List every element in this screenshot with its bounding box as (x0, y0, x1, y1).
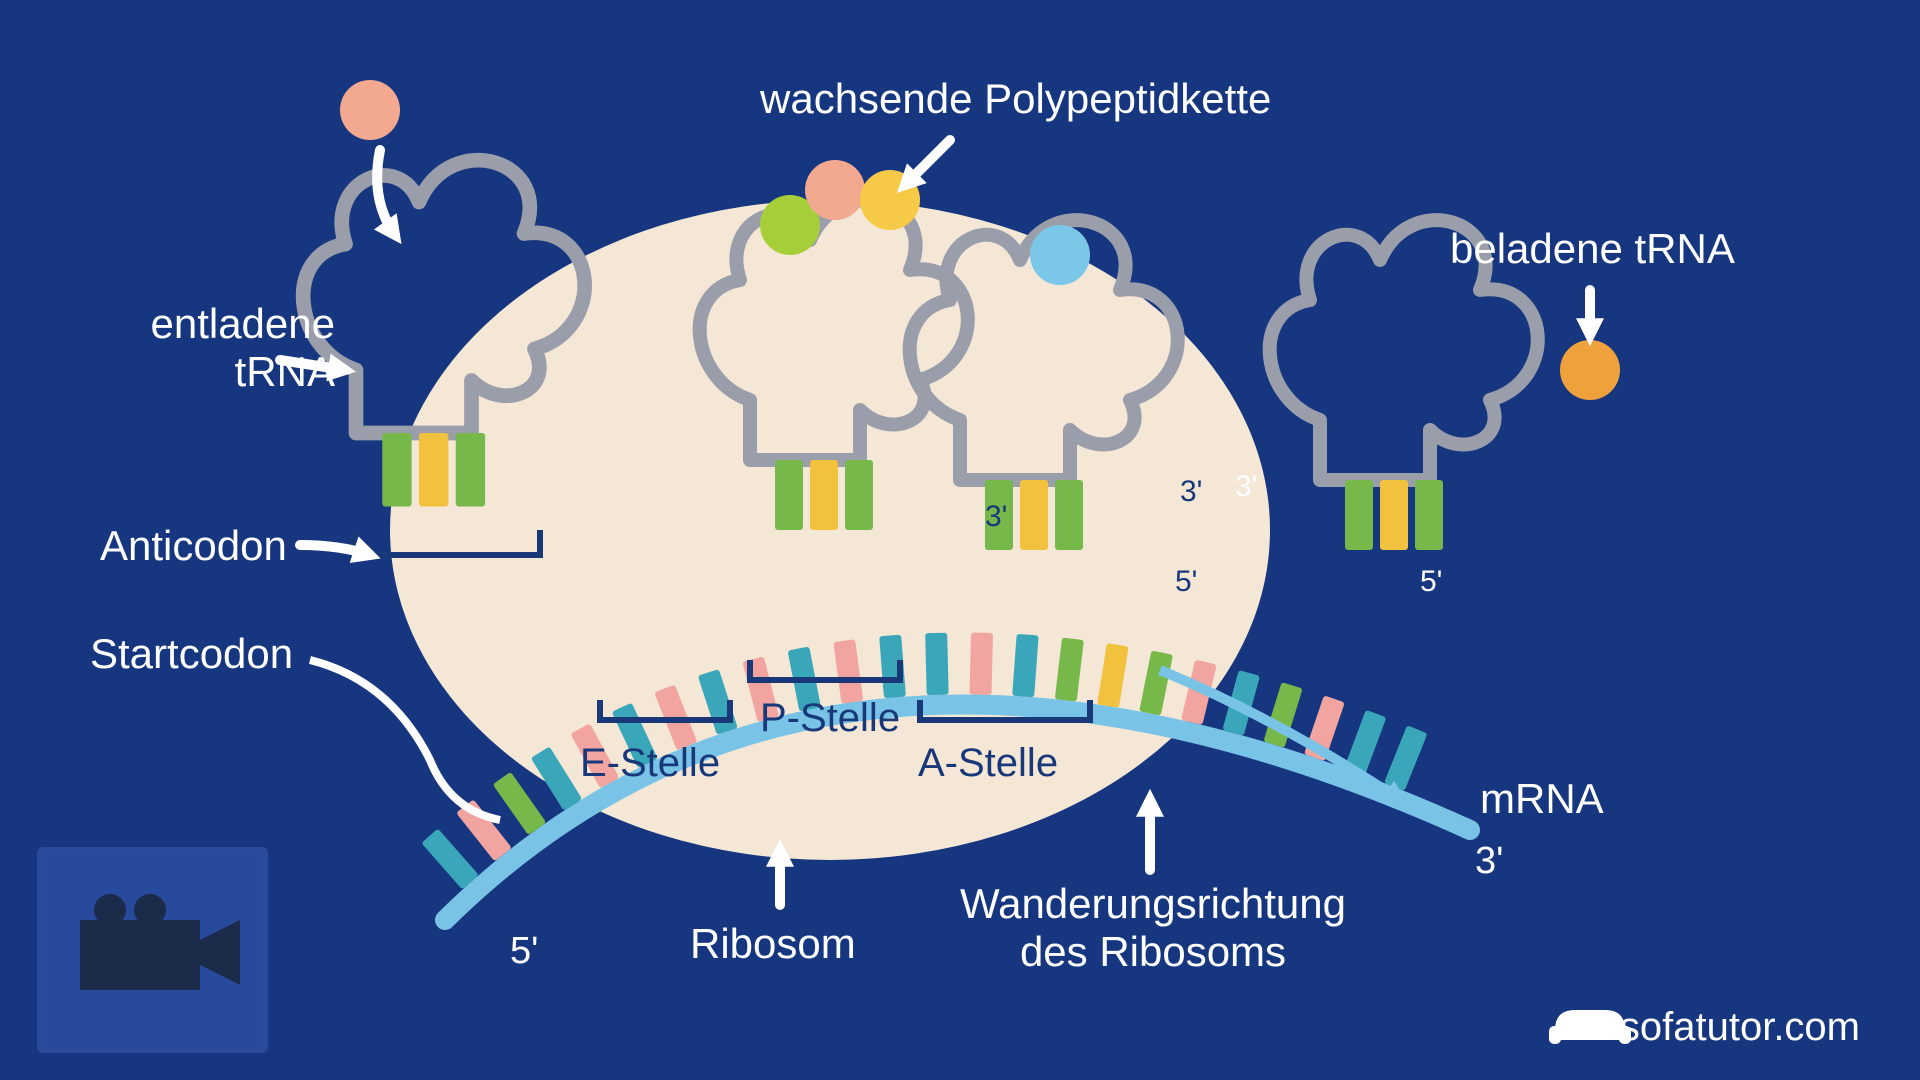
amino-acid-2 (805, 160, 865, 220)
label-a-3prime: 3' (1180, 475, 1202, 510)
label-mrna: mRNA (1480, 775, 1604, 823)
diagram-stage: wachsende Polypeptidkette beladene tRNA … (0, 0, 1920, 1080)
label-p-site: P-Stelle (760, 695, 900, 741)
label-incoming-3prime: 3' (1235, 470, 1257, 505)
label-incoming-5prime: 5' (1420, 565, 1442, 600)
label-e-site: E-Stelle (580, 740, 720, 786)
camera-icon-box (40, 850, 265, 1050)
label-3prime-mrna: 3' (1475, 840, 1503, 884)
amino-acid-5 (1560, 340, 1620, 400)
amino-acid-0 (340, 80, 400, 140)
label-loaded-trna: beladene tRNA (1450, 225, 1735, 273)
label-5prime-mrna: 5' (510, 930, 538, 974)
label-a-5prime: 5' (1175, 565, 1197, 600)
label-startcodon: Startcodon (90, 630, 293, 678)
label-anticodon: Anticodon (100, 522, 287, 570)
brand-text: sofatutor.com (1620, 1004, 1860, 1050)
amino-acid-4 (1030, 225, 1090, 285)
label-unloaded-trna: entladene tRNA (95, 300, 335, 397)
label-p-3prime: 3' (985, 500, 1007, 535)
label-direction: Wanderungsrichtung des Riboso﻿ms (960, 880, 1346, 977)
label-polypeptide: wachsende Polypeptidkette (760, 75, 1271, 123)
brand-icon (1549, 1010, 1631, 1044)
label-a-site: A-Stelle (918, 740, 1058, 786)
label-ribosome: Ribosom (690, 920, 856, 968)
